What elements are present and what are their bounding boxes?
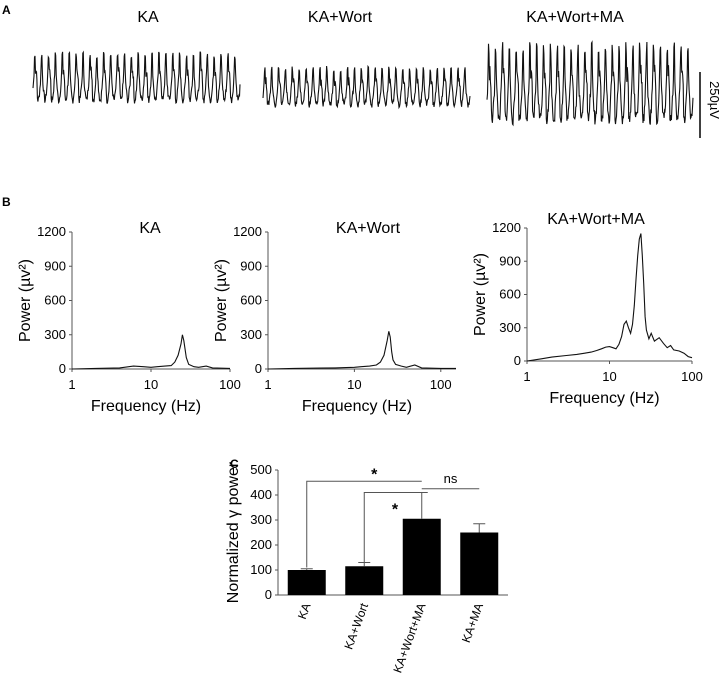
spectrum-title-2: KA+Wort [336, 220, 401, 237]
spectrum-x-tick-label: 1 [523, 369, 530, 384]
spectrum-x-tick-label: 10 [347, 377, 361, 392]
spectrum-x-tick-label: 10 [144, 377, 158, 392]
bar-chart: 0 100 200 300 400 500 Normalized γ power KA KA+W… [225, 461, 508, 675]
spectrum-y-tick-label: 900 [240, 258, 262, 273]
spectrum-y-tick-label: 600 [240, 293, 262, 308]
spectrum-title-1: KA [139, 220, 161, 237]
trace-title-ka: KA [137, 9, 159, 26]
eeg-trace-2 [262, 64, 471, 110]
spectrum-y-tick-label: 600 [499, 287, 521, 302]
spectrum-y-tick-label: 900 [499, 253, 521, 268]
sig-annotation-2: * [392, 502, 399, 519]
spectrum-y-tick-label: 0 [255, 361, 262, 376]
panel-label-a: A [2, 3, 11, 17]
bar-y-tick-label: 0 [265, 587, 272, 602]
spectrum-line-2 [267, 331, 456, 370]
eeg-trace-3 [486, 40, 694, 127]
spectrum-y-tick-label: 1200 [37, 224, 66, 239]
spectrum-x-tick-label: 100 [219, 377, 241, 392]
bar-y-tick-label: 100 [250, 562, 272, 577]
spectrum-ylabel-1: Power (µv²) [17, 259, 34, 342]
spectrum-xlabel-3: Frequency (Hz) [549, 390, 659, 407]
bar-ylabel: Normalized γ power [225, 461, 242, 603]
spectrum-x-tick-label: 10 [602, 369, 616, 384]
spectrum-y-tick-label: 600 [44, 293, 66, 308]
bar-1 [287, 570, 326, 595]
panel-label-b: B [2, 195, 11, 209]
spectrum-y-tick-label: 300 [44, 327, 66, 342]
spectrum-xlabel-2: Frequency (Hz) [302, 398, 412, 415]
trace-title-ka-wort: KA+Wort [308, 9, 373, 26]
panel-label-c: C [230, 457, 239, 471]
trace-title-ka-wort-ma: KA+Wort+MA [526, 9, 624, 26]
spectrum-y-tick-label: 0 [59, 361, 66, 376]
bar-category-label: KA [295, 601, 314, 621]
spectrum-x-tick-label: 1 [264, 377, 271, 392]
spectrum-line-3 [526, 233, 693, 362]
spectrum-ylabel-2: Power (µv²) [213, 259, 230, 342]
bar-y-tick-label: 400 [250, 487, 272, 502]
sig-bracket-ka-vs-ka-wort-ma [306, 480, 422, 568]
eeg-trace-1 [32, 50, 241, 105]
bar-4 [460, 532, 499, 595]
bar-3 [402, 518, 441, 595]
bar-category-label: KA+MA [459, 601, 486, 644]
spectrum-ylabel-3: Power (µv²) [472, 253, 489, 336]
sig-annotation-ns: ns [444, 471, 458, 486]
spectrum-title-3: KA+Wort+MA [547, 211, 645, 228]
bar-y-tick-label: 200 [250, 537, 272, 552]
spectrum-x-tick-label: 100 [430, 377, 452, 392]
scale-bar-label: 250µV [707, 81, 722, 119]
bar-y-tick-label: 500 [250, 462, 272, 477]
bar-category-label: KA+Wort [341, 601, 371, 652]
spectrum-y-tick-label: 1200 [233, 224, 262, 239]
spectrum-xlabel-1: Frequency (Hz) [91, 398, 201, 415]
sig-annotation-1: * [371, 466, 378, 483]
spectrum-line-1 [71, 334, 231, 370]
spectrum-y-tick-label: 300 [240, 327, 262, 342]
eeg-traces [32, 40, 694, 127]
bar-y-tick-label: 300 [250, 512, 272, 527]
sig-bracket-ka-wort-vs-ka-wort-ma [363, 492, 422, 563]
spectrum-y-tick-label: 0 [514, 353, 521, 368]
bar-2 [345, 566, 384, 595]
spectrum-x-tick-label: 100 [681, 369, 703, 384]
spectrum-y-tick-label: 300 [499, 320, 521, 335]
bar-category-label: KA+Wort+MA [390, 601, 428, 675]
spectrum-y-tick-label: 900 [44, 258, 66, 273]
spectrum-x-tick-label: 1 [68, 377, 75, 392]
spectrum-y-tick-label: 1200 [492, 220, 521, 235]
